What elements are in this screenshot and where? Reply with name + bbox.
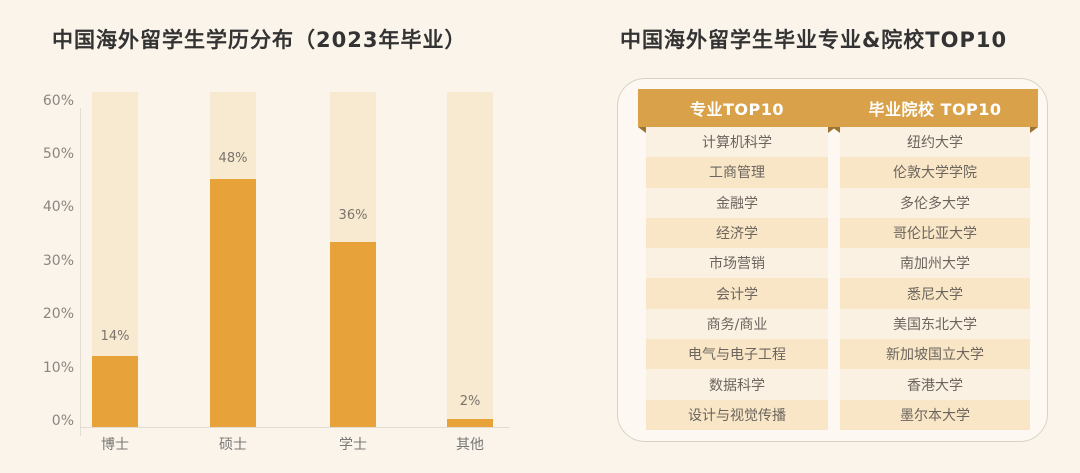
y-tick-30: 30% (42, 253, 74, 269)
school-row: 纽约大学 (840, 127, 1030, 158)
major-row: 商务/商业 (646, 308, 828, 340)
school-row: 悉尼大学 (840, 278, 1030, 309)
y-tick-10: 10% (42, 360, 74, 376)
bar-value-label: 14% (100, 329, 130, 344)
top10-panel: 专业TOP10 计算机科学 工商管理 金融学 经济学 市场营销 会计学 商务/商… (617, 78, 1048, 442)
major-row: 会计学 (646, 278, 828, 309)
schools-header: 毕业院校 TOP10 (832, 89, 1038, 133)
majors-header: 专业TOP10 (638, 89, 836, 133)
school-row: 新加坡国立大学 (840, 339, 1030, 370)
bar-value-label: 48% (218, 151, 248, 166)
major-row: 计算机科学 (646, 127, 828, 158)
table-title: 中国海外留学生毕业专业&院校TOP10 (620, 28, 1008, 52)
major-row: 工商管理 (646, 157, 828, 188)
major-row: 数据科学 (646, 369, 828, 400)
degree-bar-chart: 60% 50% 40% 30% 20% 10% 0% 14% 48% 36% 2… (42, 92, 510, 453)
x-label-masters: 硕士 (219, 437, 247, 453)
school-row: 多伦多大学 (840, 187, 1030, 218)
major-row: 设计与视觉传播 (646, 399, 828, 430)
majors-column: 专业TOP10 计算机科学 工商管理 金融学 经济学 市场营销 会计学 商务/商… (638, 89, 836, 430)
x-axis-line (80, 427, 510, 428)
major-row: 金融学 (646, 187, 828, 218)
y-axis-line (80, 108, 81, 436)
bar-masters: 48% (210, 92, 256, 427)
x-label-phd: 博士 (101, 437, 129, 453)
major-row: 市场营销 (646, 248, 828, 279)
x-label-bachelors: 学士 (339, 437, 367, 453)
major-row: 电气与电子工程 (646, 339, 828, 370)
school-row: 哥伦比亚大学 (840, 217, 1030, 249)
chart-title: 中国海外留学生学历分布（2023年毕业） (52, 28, 467, 52)
bar-fill-phd (92, 356, 138, 427)
x-label-other: 其他 (456, 437, 484, 453)
y-tick-50: 50% (42, 146, 74, 162)
school-row: 南加州大学 (840, 248, 1030, 279)
school-row: 墨尔本大学 (840, 399, 1030, 430)
y-tick-20: 20% (42, 306, 74, 322)
y-tick-0: 0% (51, 413, 74, 429)
bar-fill-bachelors (330, 242, 376, 427)
school-row: 伦敦大学学院 (840, 157, 1030, 188)
major-row: 经济学 (646, 217, 828, 249)
y-tick-40: 40% (42, 199, 74, 215)
bar-fill-masters (210, 179, 256, 427)
bar-fill-other (447, 419, 493, 427)
y-tick-60: 60% (42, 93, 74, 109)
bar-other: 2% (447, 92, 493, 427)
bar-phd: 14% (92, 92, 138, 427)
bar-value-label: 36% (338, 208, 368, 223)
bar-value-label: 2% (459, 394, 481, 409)
school-row: 美国东北大学 (840, 308, 1030, 340)
bar-bachelors: 36% (330, 92, 376, 427)
school-row: 香港大学 (840, 369, 1030, 400)
schools-column: 毕业院校 TOP10 纽约大学 伦敦大学学院 多伦多大学 哥伦比亚大学 南加州大… (832, 89, 1038, 430)
